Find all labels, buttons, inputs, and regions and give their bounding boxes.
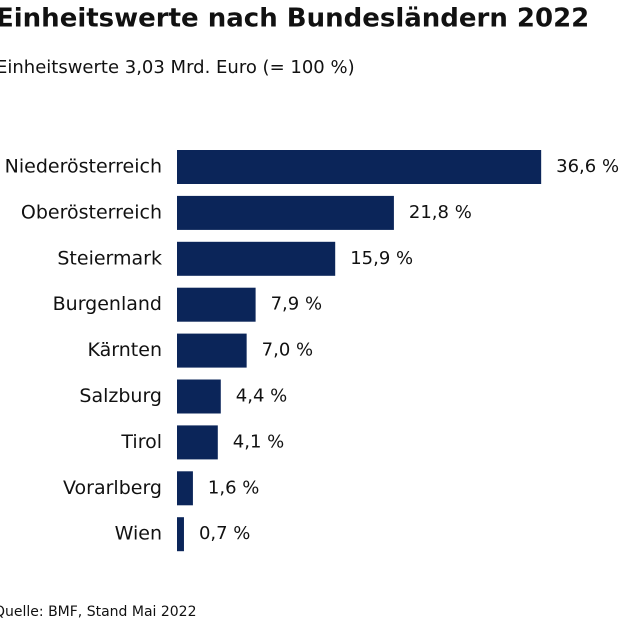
bar — [177, 425, 218, 460]
category-label: Burgenland — [53, 293, 162, 315]
category-label: Steiermark — [57, 247, 162, 269]
category-label: Tirol — [120, 431, 162, 453]
chart-subtitle: Einheitswerte 3,03 Mrd. Euro (= 100 %) — [0, 57, 355, 78]
value-label: 4,1 % — [233, 431, 284, 452]
category-label: Oberösterreich — [21, 201, 162, 223]
value-label: 7,9 % — [271, 294, 322, 315]
bar — [177, 517, 184, 552]
bar — [177, 241, 336, 276]
bar — [177, 379, 221, 414]
value-label: 36,6 % — [556, 156, 619, 177]
category-label: Niederösterreich — [5, 156, 162, 178]
chart-title: Einheitswerte nach Bundesländern 2022 — [0, 4, 589, 34]
bar — [177, 333, 247, 368]
category-label: Salzburg — [79, 385, 162, 407]
bar — [177, 287, 256, 322]
value-label: 0,7 % — [199, 523, 250, 544]
source: Quelle: BMF, Stand Mai 2022 — [0, 604, 197, 620]
value-label: 15,9 % — [350, 248, 413, 269]
value-label: 1,6 % — [208, 477, 259, 498]
value-label: 4,4 % — [236, 386, 287, 407]
value-label: 7,0 % — [262, 340, 313, 361]
category-label: Vorarlberg — [63, 477, 162, 499]
bar — [177, 195, 394, 230]
category-label: Wien — [115, 523, 162, 545]
value-label: 21,8 % — [409, 202, 472, 223]
bar — [177, 150, 542, 184]
bar — [177, 471, 193, 506]
category-label: Kärnten — [88, 339, 162, 361]
